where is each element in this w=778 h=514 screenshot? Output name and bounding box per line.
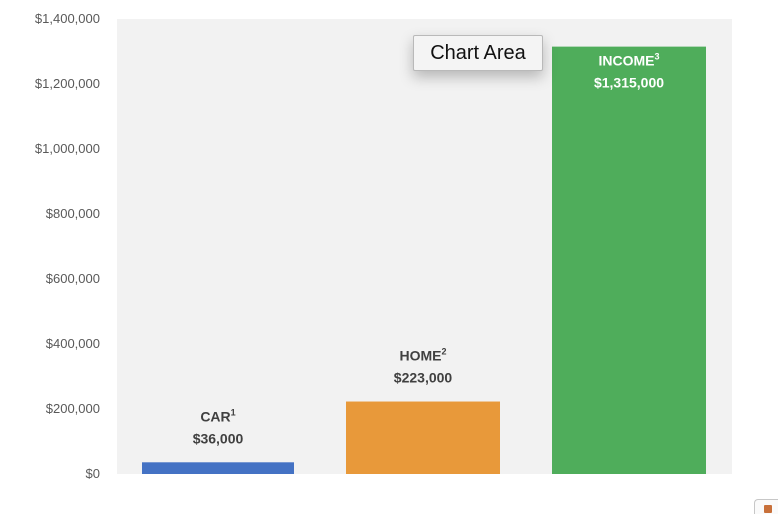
y-axis: $0 $200,000 $400,000 $600,000 $800,000 $1,000… xyxy=(35,11,100,481)
y-tick-label: $1,000,000 xyxy=(35,141,100,156)
y-tick-label: $400,000 xyxy=(46,336,100,351)
y-tick-label: $600,000 xyxy=(46,271,100,286)
bar-value-label: $36,000 xyxy=(193,430,244,446)
bars-group xyxy=(142,46,706,474)
chart-area-tooltip: Chart Area xyxy=(413,35,543,71)
chart-icon[interactable] xyxy=(754,499,778,514)
y-tick-label: $1,200,000 xyxy=(35,76,100,91)
bar-labels-group: CAR1 $36,000 HOME2 $223,000 INCOME3 $1,315,00… xyxy=(193,52,665,447)
bar-category-label: CAR1 xyxy=(200,407,235,424)
y-tick-label: $0 xyxy=(86,466,100,481)
bar-value-label: $223,000 xyxy=(394,370,453,386)
bar-category-label: INCOME3 xyxy=(598,52,659,69)
bar-income[interactable] xyxy=(552,46,706,474)
y-tick-label: $1,400,000 xyxy=(35,11,100,26)
y-tick-label: $200,000 xyxy=(46,401,100,416)
y-tick-label: $800,000 xyxy=(46,206,100,221)
bar-car[interactable] xyxy=(142,462,294,474)
bar-category-label: HOME2 xyxy=(399,347,446,364)
bar-value-label: $1,315,000 xyxy=(594,75,664,91)
bar-home[interactable] xyxy=(346,401,500,474)
